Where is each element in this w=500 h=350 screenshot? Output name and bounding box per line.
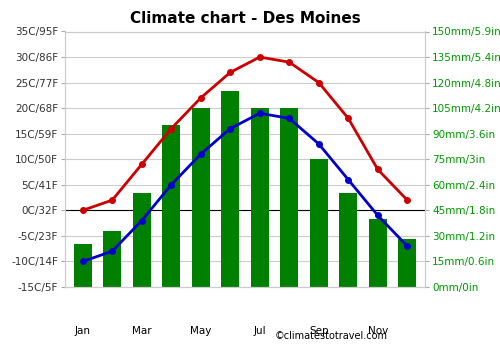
Text: Nov: Nov	[368, 326, 388, 336]
Bar	[251, 108, 268, 287]
Bar	[162, 125, 180, 287]
Text: Mar: Mar	[132, 326, 152, 336]
Bar	[280, 108, 298, 287]
Bar	[133, 193, 150, 287]
Bar	[74, 244, 92, 287]
Bar	[310, 159, 328, 287]
Text: Sep: Sep	[309, 326, 328, 336]
Bar	[222, 91, 239, 287]
Bar	[192, 108, 210, 287]
Title: Climate chart - Des Moines: Climate chart - Des Moines	[130, 11, 360, 26]
Text: Jul: Jul	[254, 326, 266, 336]
Bar	[369, 219, 386, 287]
Text: ©climatestotravel.com: ©climatestotravel.com	[275, 331, 388, 341]
Text: May: May	[190, 326, 212, 336]
Bar	[340, 193, 357, 287]
Bar	[104, 231, 121, 287]
Bar	[398, 239, 416, 287]
Text: Jan: Jan	[74, 326, 90, 336]
